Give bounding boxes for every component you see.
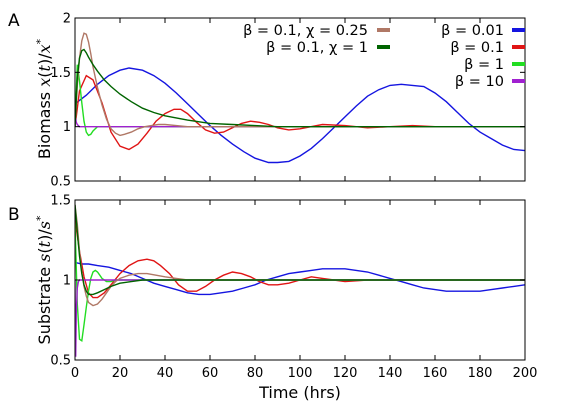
panel-b-y-tick-label: 1.5: [50, 194, 71, 209]
legend-label-beta-0-01: β = 0.01: [441, 23, 504, 39]
panel-b-x-tick-label: 180: [468, 366, 493, 381]
panel-b-x-tick-label: 100: [288, 366, 313, 381]
panel-b-series-beta-1: [75, 222, 525, 343]
panel-b-x-tick-label: 60: [202, 366, 219, 381]
panel-b-frame: [74, 199, 526, 361]
panel-b-series-beta-0-01: [75, 261, 525, 296]
panel-b-substrate-plot: B 0.5 1 1.5 0 20 40 60 80 100 120 140 160 180 200 Sub…: [8, 194, 537, 403]
panel-a-y-tick-label: 1: [63, 120, 71, 135]
panel-b-series-beta-0-1: [75, 219, 525, 299]
panel-a-y-tick-label: 2: [63, 12, 71, 27]
legend-swatch-beta-0-1: [512, 45, 525, 49]
panel-b-y-tick-label: 1: [63, 274, 71, 289]
panel-a-y-tick-label: 0.5: [50, 175, 71, 190]
panel-b-series-beta-0-1-chi-1: [75, 204, 525, 296]
panel-a-biomass-plot: A 0.5 1 1.5 2 Biomass x(t)/x* β = 0.1, χ = …: [8, 11, 526, 190]
legend-swatch-beta-0-01: [512, 28, 525, 32]
panel-b-x-tick-label: 80: [247, 366, 264, 381]
panel-b-series-group: [75, 204, 525, 357]
panel-a-y-axis-label: Biomass x(t)/x*: [34, 38, 55, 159]
panel-a-label: A: [8, 11, 20, 31]
panel-b-x-tick-label: 0: [71, 366, 79, 381]
panel-b-y-axis-label: Substrate s(t)/s*: [34, 215, 55, 344]
panel-a-y-tick-label: 1.5: [50, 66, 71, 81]
legend-swatch-beta-1: [512, 62, 525, 66]
panel-b-x-tick-label: 20: [112, 366, 129, 381]
panel-b-axes: 0.5 1 1.5 0 20 40 60 80 100 120 140 160 180 200: [50, 194, 537, 382]
legend-label-beta-1: β = 1: [464, 57, 504, 73]
panel-a-series-beta-0-1-chi-0-25: [75, 32, 525, 137]
panel-b-x-tick-label: 160: [423, 366, 448, 381]
panel-a-series-beta-0-01: [75, 67, 525, 164]
panel-b-series-beta-0-1-chi-0-25: [75, 204, 525, 307]
legend-swatch-beta-10: [512, 79, 525, 83]
panel-b-x-tick-label: 140: [378, 366, 403, 381]
panel-b-x-tick-label: 200: [513, 366, 538, 381]
legend-label-beta-10: β = 10: [455, 74, 504, 90]
x-axis-label: Time (hrs): [258, 383, 341, 402]
panel-a-series-beta-10: [75, 117, 525, 128]
panel-a-series-group: [75, 32, 525, 164]
panel-b-y-tick-label: 0.5: [50, 354, 71, 369]
legend-swatch-beta-0-1-chi-0-25: [377, 28, 390, 32]
panel-b-x-tick-label: 120: [333, 366, 358, 381]
legend-label-beta-0-1-chi-1: β = 0.1, χ = 1: [266, 40, 368, 56]
legend-label-beta-0-1: β = 0.1: [450, 40, 504, 56]
legend: β = 0.1, χ = 0.25β = 0.1, χ = 1β = 0.01β…: [243, 23, 525, 90]
panel-b-label: B: [8, 205, 20, 225]
panel-a-series-beta-0-1-chi-1: [75, 48, 525, 128]
legend-label-beta-0-1-chi-0-25: β = 0.1, χ = 0.25: [243, 23, 368, 39]
panel-b-x-tick-label: 40: [157, 366, 174, 381]
panel-a-frame: [74, 17, 526, 182]
legend-swatch-beta-0-1-chi-1: [377, 45, 390, 49]
